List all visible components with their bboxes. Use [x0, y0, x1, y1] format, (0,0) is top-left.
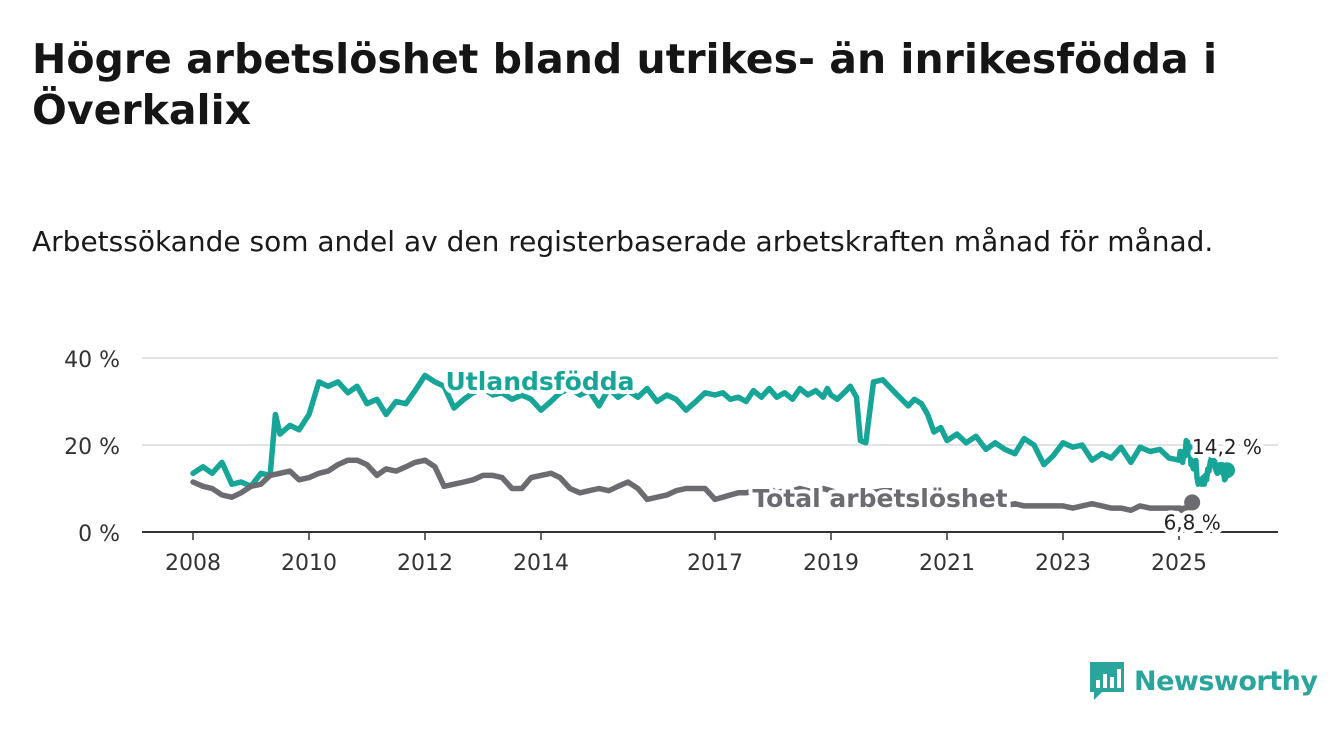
total-series-label: Total arbetslöshet [752, 484, 1007, 513]
utlandsfodda-end-label-halo: 14,2 % [1192, 435, 1262, 459]
total-end-point [1184, 494, 1201, 511]
utlandsfodda-end-label: 14,2 % [1192, 435, 1262, 459]
total-series-label-halo: Total arbetslöshet [752, 484, 1007, 513]
x-tick-label: 2025 [1151, 551, 1207, 576]
utlandsfodda-series-label-halo: Utlandsfödda [446, 367, 635, 396]
x-tick-label: 2021 [919, 551, 975, 576]
y-tick-label: 20 % [64, 435, 120, 460]
y-tick-label: 0 % [78, 522, 120, 547]
y-tick-label: 40 % [64, 348, 120, 373]
x-tick-label: 2019 [803, 551, 859, 576]
utlandsfodda-series-label: Utlandsfödda [446, 367, 635, 396]
bar-chart-speech-icon [1090, 662, 1124, 700]
x-tick-label: 2023 [1035, 551, 1091, 576]
chart-title: Högre arbetslöshet bland utrikes- än inr… [32, 35, 1217, 134]
x-axis: 2008 2010 2012 2014 2017 2019 2021 2023 2025 [165, 532, 1207, 576]
series-lines [190, 372, 1235, 514]
x-tick-label: 2014 [513, 551, 569, 576]
newsworthy-logo: Newsworthy [1088, 660, 1318, 702]
line-chart: 0 % 20 % 40 % 2008 2010 2012 2014 2017 2019 2021… [64, 348, 1278, 576]
utlandsfodda-line [190, 372, 1230, 490]
x-tick-label: 2008 [165, 551, 221, 576]
total-line [190, 457, 1195, 514]
chart-subtitle: Arbetssökande som andel av den registerb… [32, 225, 1214, 258]
utlandsfodda-end-point [1219, 462, 1235, 479]
x-tick-label: 2010 [281, 551, 337, 576]
x-tick-label: 2012 [397, 551, 453, 576]
gridlines [142, 357, 1278, 533]
total-end-label-halo: 6,8 % [1164, 510, 1221, 534]
brand-name: Newsworthy [1134, 665, 1318, 697]
y-axis: 0 % 20 % 40 % [64, 348, 120, 547]
x-tick-label: 2017 [687, 551, 743, 576]
total-end-label: 6,8 % [1164, 510, 1221, 534]
